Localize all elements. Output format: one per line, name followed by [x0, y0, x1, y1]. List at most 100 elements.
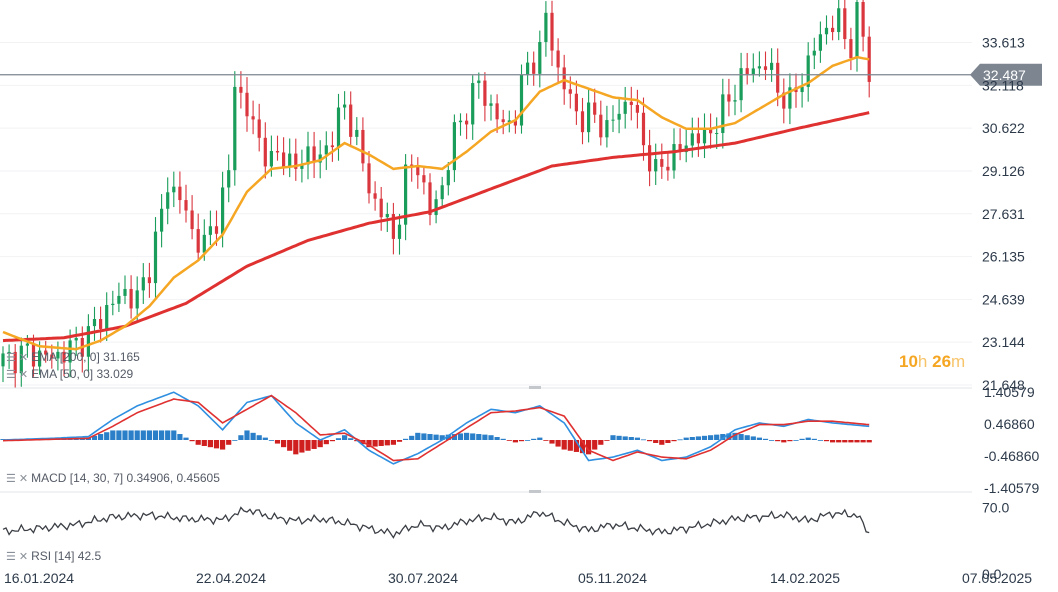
macd-histogram [0, 430, 872, 455]
macd-histogram-bar [238, 435, 244, 440]
macd-histogram-bar [506, 440, 512, 441]
close-icon[interactable]: ✕ [18, 550, 29, 563]
candle-bullish [111, 290, 115, 316]
macd-histogram-bar [598, 440, 604, 445]
macd-histogram-bar [775, 440, 781, 442]
macd-histogram-bar [110, 430, 116, 440]
legend-ema200[interactable]: ☰ ✕ EMA [200, 0] 31.165 [6, 350, 140, 364]
candle-bullish [19, 337, 23, 387]
candle-bullish [751, 53, 755, 83]
macd-histogram-bar [628, 437, 634, 440]
candle-bearish [550, 0, 554, 67]
macd-histogram-bar [701, 435, 708, 440]
legend-macd[interactable]: ☰ ✕ MACD [14, 30, 7] 0.34906, 0.45605 [6, 471, 220, 485]
macd-panel-resize-handle[interactable] [529, 386, 541, 389]
candle-bullish [818, 21, 822, 63]
macd-histogram-bar [152, 430, 159, 440]
candle-bullish [837, 0, 841, 41]
macd-histogram-bar [640, 439, 647, 441]
legend-ema50[interactable]: ☰ ✕ EMA [50, 0] 33.029 [6, 367, 133, 381]
legend-rsi[interactable]: ☰ ✕ RSI [14] 42.5 [6, 549, 101, 563]
macd-histogram-bar [647, 440, 653, 442]
macd-histogram-bar [805, 437, 811, 440]
candle-bearish [391, 202, 395, 255]
candle-bullish [452, 114, 456, 183]
candle-bullish [605, 105, 609, 148]
macd-line [2, 391, 870, 465]
macd-histogram-bar [396, 440, 403, 442]
macd-histogram-bar [409, 435, 415, 440]
macd-histogram-bar [518, 440, 525, 442]
close-icon[interactable]: ✕ [18, 368, 29, 381]
time-tick-label: 14.02.2025 [770, 570, 840, 586]
macd-histogram-bar [750, 436, 756, 440]
macd-histogram-bar [683, 437, 689, 440]
drag-handle-icon[interactable]: ☰ [6, 472, 16, 485]
macd-histogram-bar [726, 433, 732, 440]
candle-bullish [92, 306, 97, 341]
macd-histogram-bar [836, 440, 842, 443]
macd-histogram-bar [708, 435, 714, 440]
macd-histogram-bar [732, 432, 738, 440]
macd-histogram-bar [201, 440, 207, 446]
macd-histogram-bar [268, 440, 274, 441]
macd-histogram-bar [433, 434, 439, 440]
drag-handle-icon[interactable]: ☰ [6, 351, 16, 364]
price-tick-label: 30.622 [982, 120, 1025, 136]
price-tick-label: 27.631 [982, 206, 1025, 222]
candle-bullish [672, 128, 676, 179]
drag-handle-icon[interactable]: ☰ [6, 550, 16, 563]
macd-histogram-bar [567, 440, 573, 451]
candle-bearish [648, 129, 652, 187]
macd-histogram-bar [769, 440, 775, 441]
macd-histogram-bar [91, 435, 98, 440]
candle-bullish [434, 190, 438, 224]
candle-bearish [599, 100, 603, 146]
macd-histogram-bar [610, 435, 616, 440]
candle-bearish [666, 151, 670, 181]
time-tick-label: 07.05.2025 [962, 570, 1032, 586]
candle-bullish [208, 210, 212, 246]
current-price-tag: 32.487 [970, 63, 1042, 86]
close-icon[interactable]: ✕ [18, 472, 29, 485]
macd-histogram-bar [329, 440, 335, 442]
candle-bullish [7, 344, 11, 369]
candle-bullish [471, 75, 475, 140]
macd-histogram-bar [171, 430, 177, 440]
candle-bearish [245, 77, 249, 132]
price-tick-label: 32.118 [982, 77, 1024, 93]
time-tick-label: 16.01.2024 [4, 570, 74, 586]
macd-histogram-bar [494, 437, 500, 440]
drag-handle-icon[interactable]: ☰ [6, 368, 16, 381]
candle-bearish [745, 52, 749, 85]
candle-bullish [355, 117, 359, 146]
candle-bullish [538, 30, 542, 88]
rsi-panel-resize-handle[interactable] [529, 490, 541, 493]
candle-bearish [184, 184, 188, 223]
macd-histogram-bar [671, 440, 677, 442]
candle-bearish [580, 97, 585, 145]
macd-histogram-bar [622, 436, 628, 440]
candle-bearish [282, 137, 286, 176]
macd-histogram-bar [305, 440, 311, 451]
macd-histogram-bar [165, 430, 171, 440]
macd-histogram-bar [195, 440, 201, 445]
macd-histogram-bar [793, 440, 799, 441]
candle-bullish [489, 94, 493, 121]
macd-histogram-bar [799, 438, 805, 440]
candle-bullish [385, 202, 389, 232]
legend-ema200-label: EMA [200, 0] 31.165 [31, 350, 140, 364]
macd-histogram-bar [317, 440, 323, 448]
candle-bullish [458, 113, 463, 136]
candle-bullish [824, 15, 829, 45]
macd-histogram-bar [848, 440, 854, 443]
candle-bullish [623, 86, 627, 129]
close-icon[interactable]: ✕ [18, 351, 29, 364]
macd-histogram-bar [714, 434, 720, 440]
candle-bullish [288, 138, 292, 178]
macd-histogram-bar [653, 440, 659, 443]
macd-histogram-bar [403, 438, 409, 440]
macd-histogram-bar [122, 430, 128, 440]
candlestick-series [1, 0, 871, 388]
